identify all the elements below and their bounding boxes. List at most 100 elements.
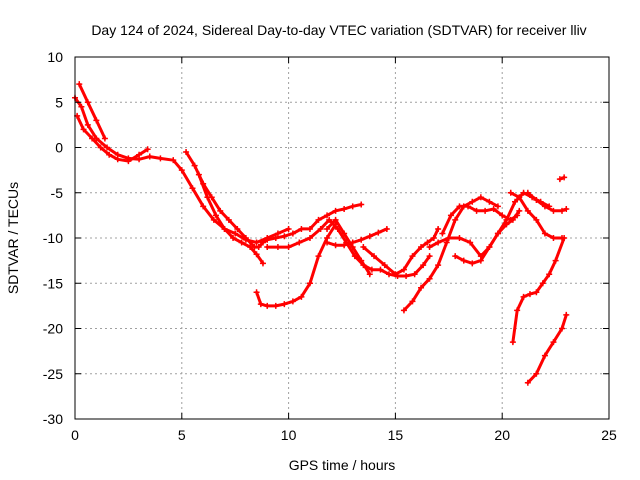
data-point bbox=[253, 239, 260, 246]
data-point bbox=[317, 225, 324, 232]
data-point bbox=[439, 230, 446, 237]
data-point bbox=[524, 207, 531, 214]
y-tick-label: -5 bbox=[51, 185, 64, 201]
data-point bbox=[445, 235, 452, 241]
series-track-8 bbox=[325, 218, 372, 276]
series-track-11 bbox=[402, 195, 500, 312]
data-point bbox=[358, 201, 365, 208]
data-point bbox=[507, 189, 514, 196]
data-point bbox=[97, 144, 104, 151]
data-point bbox=[486, 244, 493, 251]
data-point bbox=[315, 216, 322, 223]
data-point bbox=[332, 242, 339, 249]
data-point bbox=[106, 151, 113, 158]
data-point bbox=[104, 144, 111, 151]
data-point bbox=[296, 239, 303, 246]
data-point bbox=[563, 311, 570, 318]
data-point bbox=[298, 225, 305, 232]
data-point bbox=[426, 275, 433, 282]
data-point bbox=[499, 212, 506, 219]
series-track-10 bbox=[361, 227, 440, 276]
data-point bbox=[195, 171, 202, 178]
data-point bbox=[435, 239, 442, 246]
data-point bbox=[533, 289, 540, 296]
data-point bbox=[550, 207, 557, 214]
data-point bbox=[526, 291, 533, 298]
data-point bbox=[452, 253, 459, 260]
data-point bbox=[420, 262, 427, 269]
series-track-1 bbox=[73, 96, 291, 244]
data-point bbox=[424, 239, 431, 246]
y-tick-label: -25 bbox=[43, 366, 63, 382]
axis-ticks bbox=[74, 56, 610, 420]
data-point bbox=[289, 230, 296, 237]
y-tick-label: -15 bbox=[43, 275, 63, 291]
data-point bbox=[452, 216, 459, 223]
x-tick-label: 10 bbox=[281, 427, 297, 443]
data-point bbox=[264, 302, 271, 309]
data-point bbox=[514, 307, 521, 314]
data-point bbox=[469, 260, 476, 267]
data-point bbox=[238, 239, 245, 246]
data-point bbox=[366, 271, 373, 278]
data-point bbox=[255, 244, 262, 251]
y-tick-label: -10 bbox=[43, 230, 63, 246]
data-point bbox=[418, 244, 425, 251]
data-point bbox=[411, 271, 418, 278]
x-tick-label: 0 bbox=[71, 427, 79, 443]
data-point bbox=[409, 253, 416, 260]
data-point bbox=[170, 157, 177, 164]
data-point bbox=[426, 244, 433, 251]
series-track-16 bbox=[511, 236, 566, 344]
data-point bbox=[157, 155, 164, 162]
data-point bbox=[360, 244, 367, 251]
data-point bbox=[561, 174, 568, 181]
data-point bbox=[467, 239, 474, 246]
data-point bbox=[546, 271, 553, 278]
data-point bbox=[221, 225, 228, 232]
data-point bbox=[76, 81, 83, 88]
data-point bbox=[341, 242, 348, 249]
data-point bbox=[212, 212, 219, 219]
data-point bbox=[550, 235, 557, 241]
x-axis-label: GPS time / hours bbox=[289, 457, 396, 473]
data-point bbox=[93, 117, 100, 124]
data-point bbox=[368, 266, 375, 273]
data-point bbox=[541, 203, 548, 210]
data-point bbox=[435, 262, 442, 269]
data-point bbox=[247, 244, 254, 251]
data-point bbox=[358, 257, 365, 264]
data-point bbox=[332, 216, 339, 223]
data-point bbox=[183, 149, 190, 156]
data-point bbox=[400, 266, 407, 273]
data-point bbox=[257, 301, 264, 308]
data-point bbox=[533, 370, 540, 377]
y-tick-label: -30 bbox=[43, 411, 63, 427]
x-tick-label: 20 bbox=[494, 427, 510, 443]
data-point bbox=[274, 230, 281, 237]
data-point bbox=[332, 207, 339, 214]
data-point bbox=[400, 307, 407, 314]
data-point bbox=[259, 260, 266, 267]
data-point bbox=[306, 235, 313, 241]
data-point bbox=[482, 207, 489, 214]
data-point bbox=[371, 253, 378, 260]
data-point bbox=[306, 225, 313, 232]
data-point bbox=[324, 212, 331, 219]
data-point bbox=[486, 198, 493, 205]
data-point bbox=[125, 158, 132, 165]
data-point bbox=[465, 203, 472, 210]
data-point bbox=[552, 257, 559, 264]
y-tick-label: 5 bbox=[55, 94, 63, 110]
data-point bbox=[253, 289, 260, 296]
data-point bbox=[381, 262, 388, 269]
x-tick-label: 15 bbox=[388, 427, 404, 443]
data-point bbox=[341, 206, 348, 213]
data-point bbox=[477, 194, 484, 201]
data-point bbox=[512, 198, 519, 205]
data-point bbox=[541, 352, 548, 359]
data-point bbox=[234, 225, 241, 232]
data-point bbox=[324, 239, 331, 246]
data-point bbox=[494, 203, 501, 210]
